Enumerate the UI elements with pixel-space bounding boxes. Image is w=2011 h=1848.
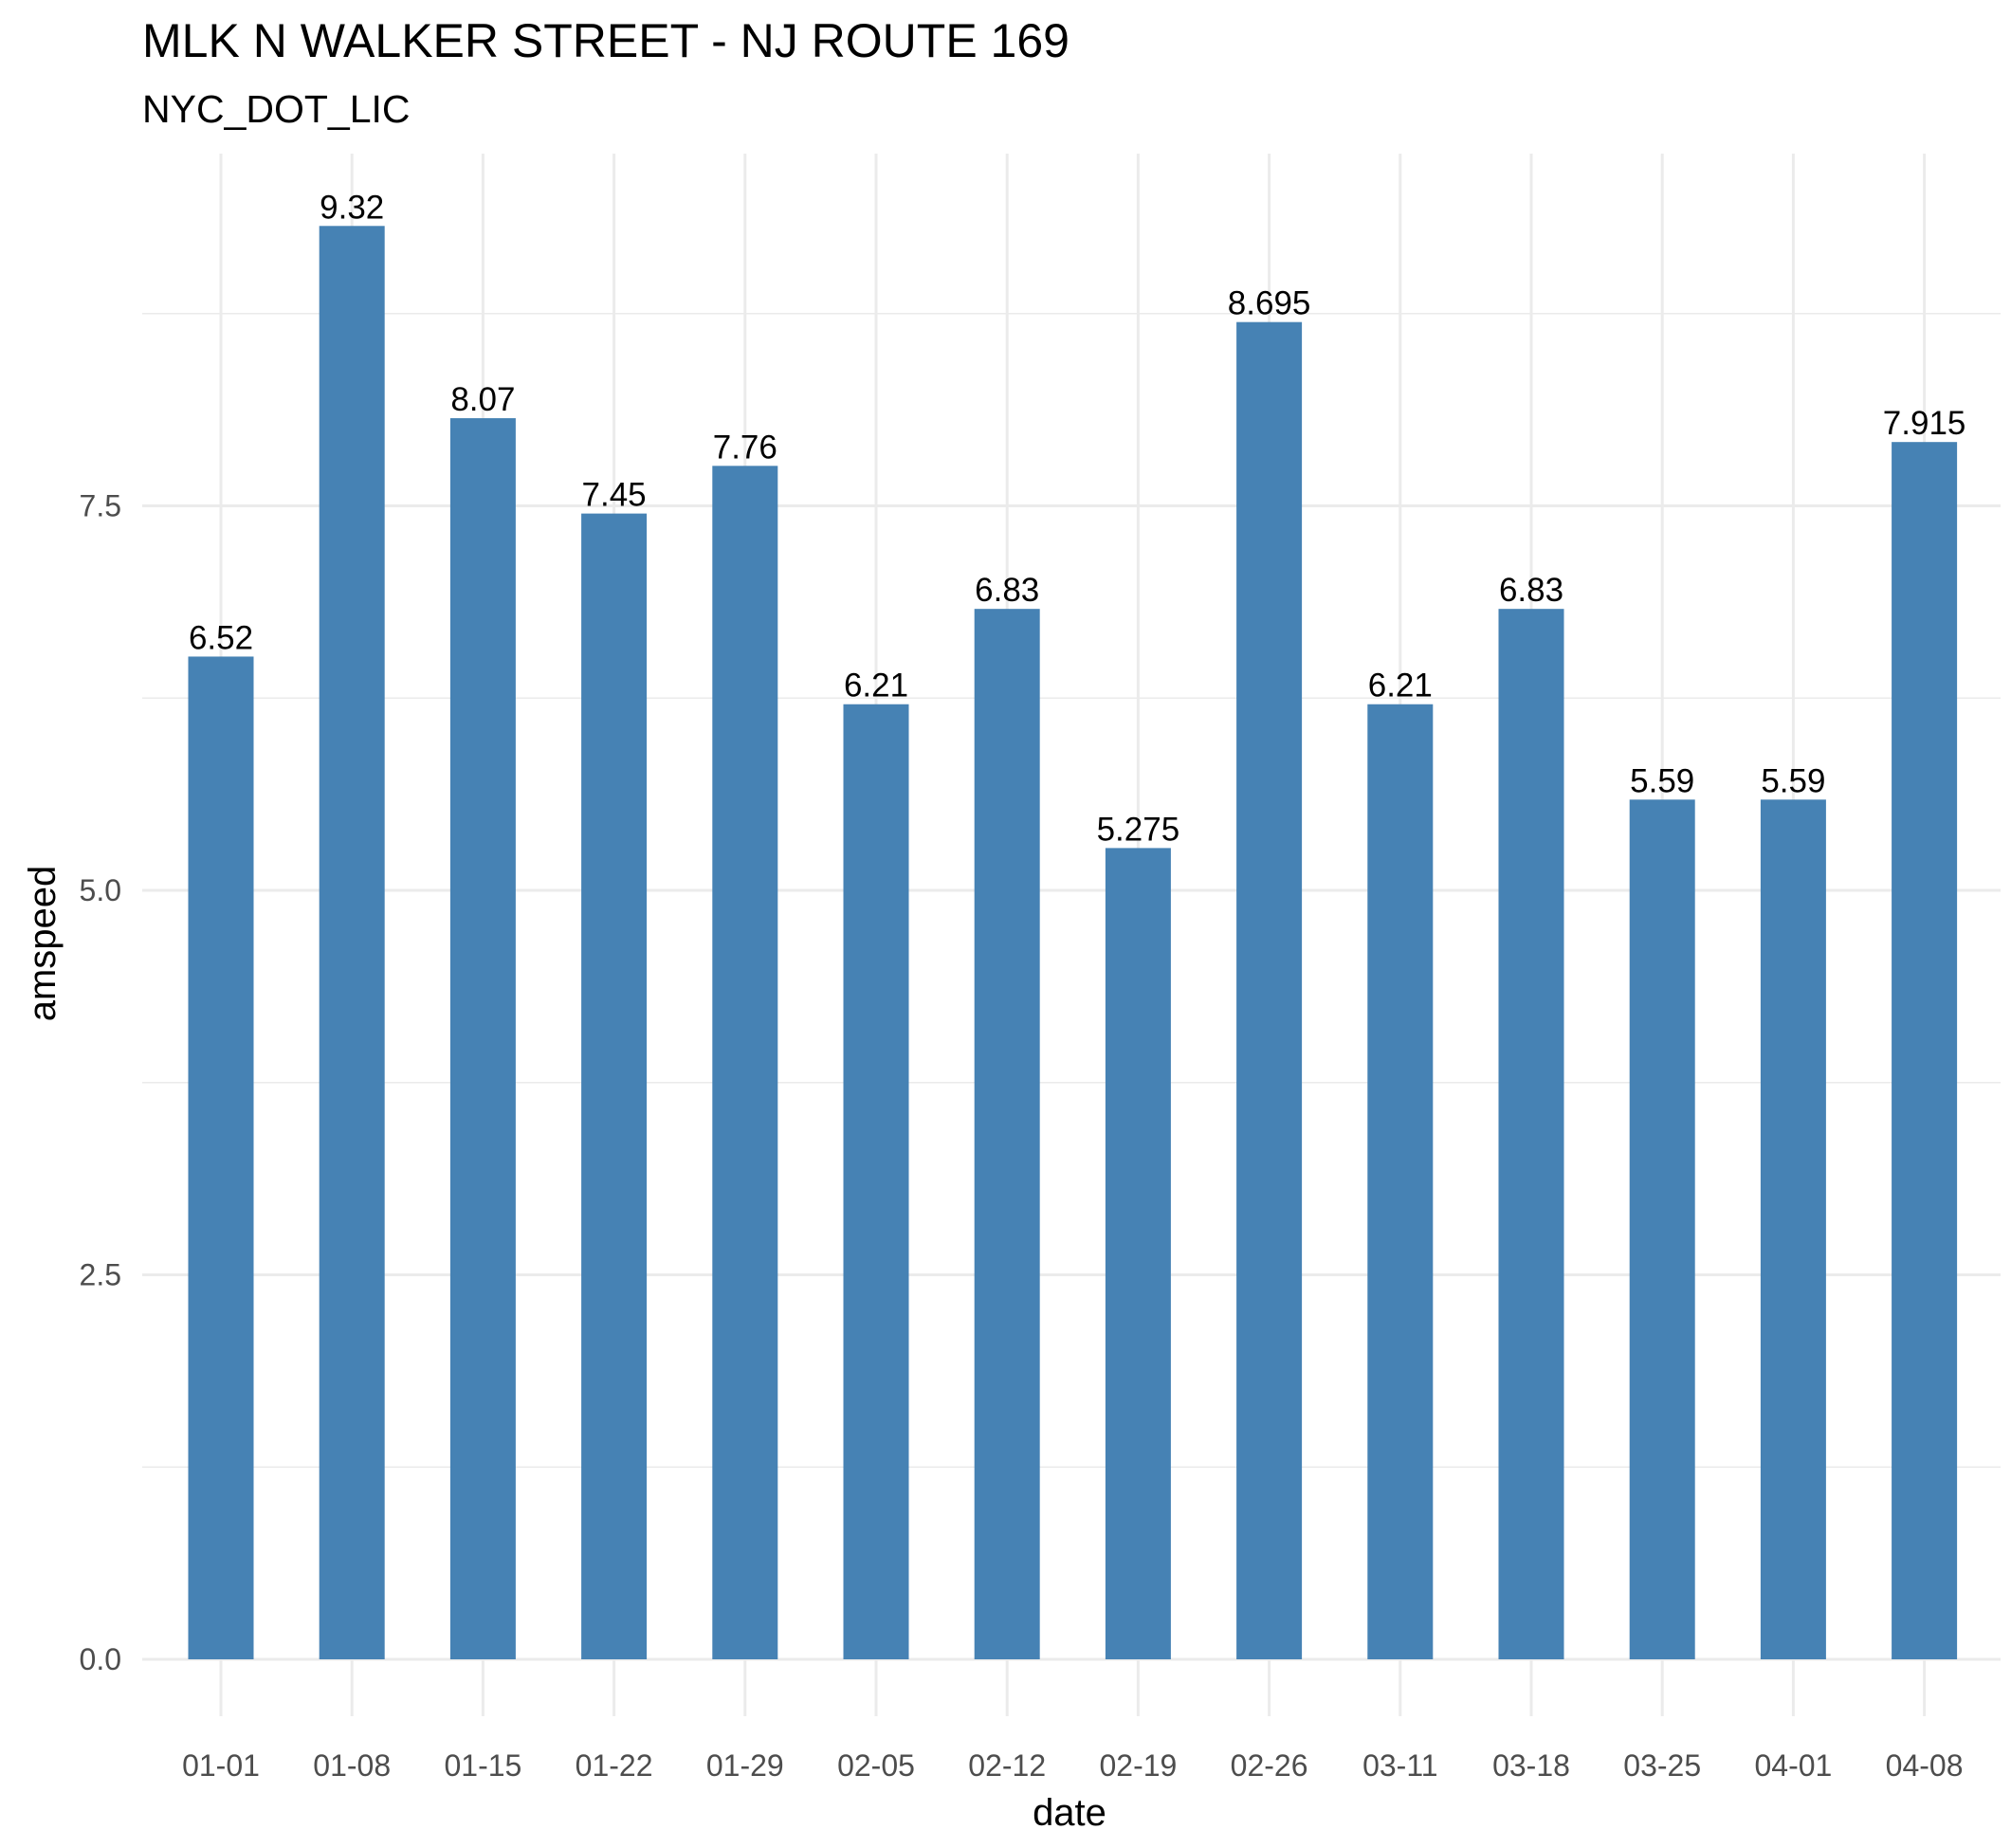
data-label-01-22: 7.45 [582,477,647,514]
x-axis-ticks: 01-01 01-08 01-15 01-22 01-29 02-05 02-12 02-19… [182,1748,1963,1783]
bar-04-01 [1760,799,1826,1659]
data-label-01-01: 6.52 [189,619,253,656]
x-tick-label: 02-05 [837,1748,915,1783]
data-label-01-15: 8.07 [450,381,515,418]
x-tick-label: 01-15 [444,1748,521,1783]
bar-01-08 [319,226,385,1659]
x-tick-label: 03-25 [1623,1748,1701,1783]
x-tick-label: 02-26 [1231,1748,1308,1783]
data-label-03-25: 5.59 [1630,762,1694,799]
x-tick-label: 03-11 [1362,1748,1437,1783]
data-label-02-26: 8.695 [1228,285,1311,322]
y-tick-label: 7.5 [80,489,121,523]
x-tick-label: 01-29 [706,1748,784,1783]
bar-02-12 [974,609,1040,1659]
y-tick-label: 0.0 [80,1642,121,1676]
chart-title: MLK N WALKER STREET - NJ ROUTE 169 [142,14,1069,67]
y-axis-ticks: 0.0 2.5 5.0 7.5 [80,489,121,1677]
bar-02-05 [843,704,909,1659]
x-tick-label: 04-01 [1754,1748,1832,1783]
x-tick-label: 01-01 [182,1748,260,1783]
x-tick-label: 04-08 [1886,1748,1964,1783]
x-axis-title: date [1033,1792,1106,1834]
data-label-04-01: 5.59 [1761,762,1825,799]
x-tick-label: 02-19 [1099,1748,1177,1783]
y-tick-label: 2.5 [80,1258,121,1292]
y-tick-label: 5.0 [80,873,121,907]
bars [188,226,1958,1659]
data-label-03-11: 6.21 [1368,668,1433,704]
bar-03-18 [1498,609,1564,1659]
data-label-03-18: 6.83 [1499,572,1563,609]
data-labels: 6.52 9.32 8.07 7.45 7.76 6.21 6.83 5.275 8.695 6.… [189,189,1965,848]
data-label-04-08: 7.915 [1883,405,1966,442]
bar-01-01 [188,656,254,1659]
data-label-02-19: 5.275 [1097,811,1180,848]
bar-01-22 [581,513,648,1659]
bar-01-29 [712,466,778,1659]
x-tick-label: 01-22 [576,1748,653,1783]
y-axis-title: amspeed [22,866,64,1022]
bar-03-25 [1629,799,1695,1659]
bar-01-15 [449,418,516,1659]
grid-lines [142,154,2001,1716]
bar-03-11 [1367,704,1434,1659]
data-label-02-12: 6.83 [975,572,1039,609]
x-tick-label: 03-18 [1492,1748,1570,1783]
bar-04-08 [1892,442,1958,1659]
data-label-02-05: 6.21 [844,668,908,704]
x-tick-label: 02-12 [968,1748,1046,1783]
data-label-01-29: 7.76 [713,429,777,466]
bar-02-19 [1105,848,1171,1659]
bar-02-26 [1236,321,1303,1659]
chart-subtitle: NYC_DOT_LIC [142,87,411,131]
data-label-01-08: 9.32 [320,189,384,226]
x-tick-label: 01-08 [313,1748,391,1783]
